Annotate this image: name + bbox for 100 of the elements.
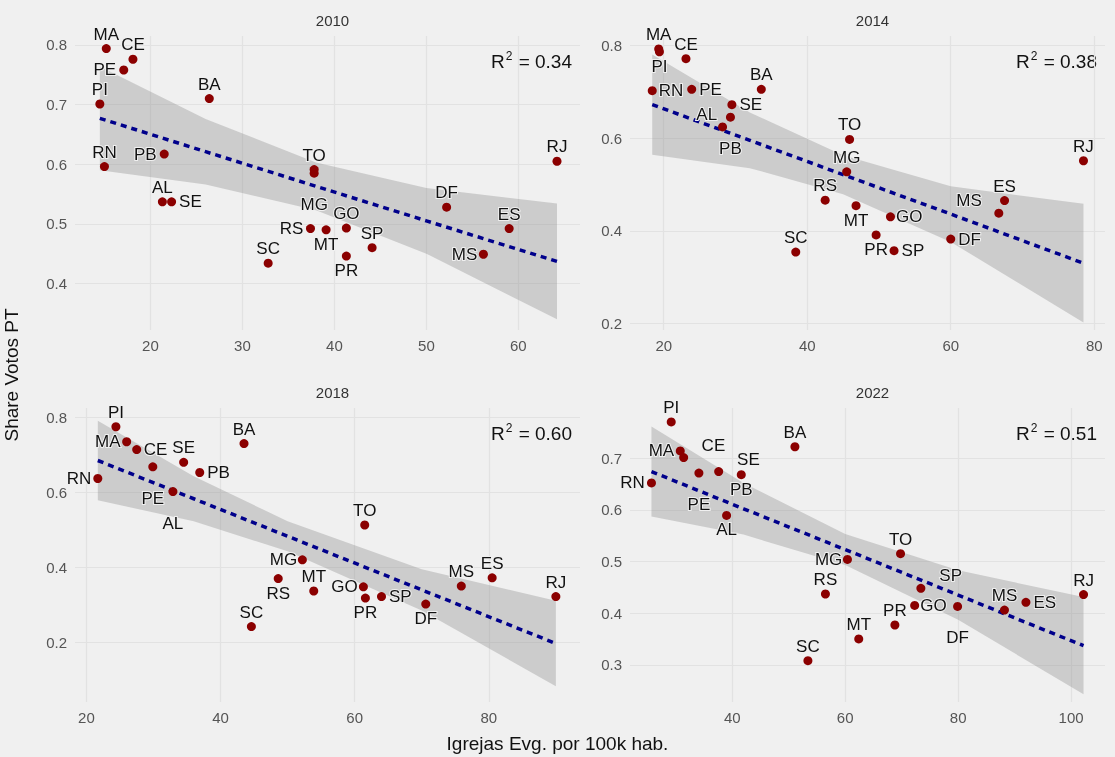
data-label: SP <box>939 566 962 586</box>
data-label: RJ <box>546 137 568 157</box>
point <box>122 437 132 447</box>
data-label: PI <box>651 56 668 76</box>
point <box>946 234 956 244</box>
point <box>132 445 142 455</box>
x-tick-label: 20 <box>78 709 95 726</box>
point <box>842 167 852 177</box>
data-label: BA <box>783 422 807 442</box>
data-label: AL <box>162 513 184 533</box>
point <box>204 94 214 104</box>
y-tick-label: 0.7 <box>46 96 67 114</box>
data-label: ES <box>497 204 521 224</box>
point <box>148 462 158 472</box>
data-label: ES <box>993 176 1016 196</box>
x-tick-label: 100 <box>1058 709 1084 726</box>
data-label: MS <box>991 586 1018 606</box>
data-label: RS <box>813 570 838 590</box>
point <box>679 453 689 463</box>
point <box>790 442 800 452</box>
point <box>885 212 895 222</box>
data-label: GO <box>896 207 923 227</box>
data-label: SC <box>256 239 280 259</box>
data-label: DF <box>435 183 458 203</box>
x-tick-label: 80 <box>480 709 498 726</box>
point <box>95 99 105 109</box>
point <box>119 65 129 75</box>
point <box>999 605 1009 615</box>
data-label: GO <box>331 577 358 597</box>
y-axis-title: Share Votos PT <box>1 307 23 444</box>
point <box>994 208 1004 218</box>
y-tick-label: 0.4 <box>46 558 67 576</box>
data-label: SP <box>901 241 925 261</box>
x-tick-label: 80 <box>949 709 967 726</box>
data-label: MG <box>300 195 328 215</box>
point <box>421 599 431 609</box>
data-label: PE <box>93 60 117 80</box>
y-tick-label: 0.3 <box>601 656 622 674</box>
data-label: BA <box>197 74 222 94</box>
point <box>694 468 704 478</box>
point <box>845 134 855 144</box>
chart-title: 2010 <box>315 12 350 29</box>
data-label: PE <box>687 495 711 515</box>
data-label: SE <box>179 192 202 212</box>
data-label: SC <box>239 602 264 622</box>
point <box>297 555 307 565</box>
data-label: RJ <box>1073 136 1094 156</box>
point <box>803 656 813 666</box>
y-tick-label: 0.4 <box>601 604 622 622</box>
point <box>1079 590 1089 600</box>
point <box>377 592 386 602</box>
point <box>916 583 926 593</box>
data-label: PR <box>864 239 888 259</box>
data-label: SP <box>389 587 412 607</box>
data-label: PB <box>729 479 753 499</box>
data-label: PR <box>883 601 907 621</box>
y-tick-label: 0.6 <box>601 501 622 519</box>
point <box>725 112 735 122</box>
point <box>851 201 861 211</box>
data-label: AL <box>716 520 737 540</box>
data-label: MA <box>645 24 673 44</box>
data-label: RS <box>813 176 837 196</box>
point <box>551 592 561 602</box>
point <box>1021 597 1031 607</box>
point <box>756 84 766 94</box>
data-label: PI <box>91 79 108 99</box>
point <box>681 54 691 64</box>
data-label: RN <box>620 473 645 493</box>
data-label: MG <box>833 147 861 167</box>
point <box>159 149 169 159</box>
y-tick-label: 0.8 <box>46 36 67 54</box>
point <box>722 510 732 520</box>
x-tick-label: 20 <box>142 337 159 354</box>
data-label: MS <box>451 244 478 264</box>
point <box>157 197 167 207</box>
data-label: PE <box>699 79 722 99</box>
point <box>687 84 697 94</box>
point <box>727 100 737 110</box>
point <box>263 258 273 268</box>
point <box>675 446 685 456</box>
point <box>718 122 728 132</box>
point <box>93 474 103 483</box>
data-label: PI <box>663 397 680 417</box>
data-label: DF <box>414 609 438 629</box>
data-label: TO <box>353 501 377 520</box>
data-label: TO <box>888 529 913 549</box>
y-tick-label: 0.6 <box>46 155 67 173</box>
data-label: GO <box>920 595 947 615</box>
chart-title: 2022 <box>855 384 890 401</box>
point <box>321 225 331 235</box>
point <box>896 549 906 559</box>
y-tick-label: 0.8 <box>601 36 622 54</box>
point <box>854 634 864 644</box>
data-label: MG <box>269 550 298 570</box>
point <box>246 622 256 632</box>
data-label: MT <box>846 614 872 634</box>
point <box>179 457 189 467</box>
x-tick-label: 60 <box>836 709 854 726</box>
data-label: SE <box>737 449 760 469</box>
point <box>889 246 899 256</box>
